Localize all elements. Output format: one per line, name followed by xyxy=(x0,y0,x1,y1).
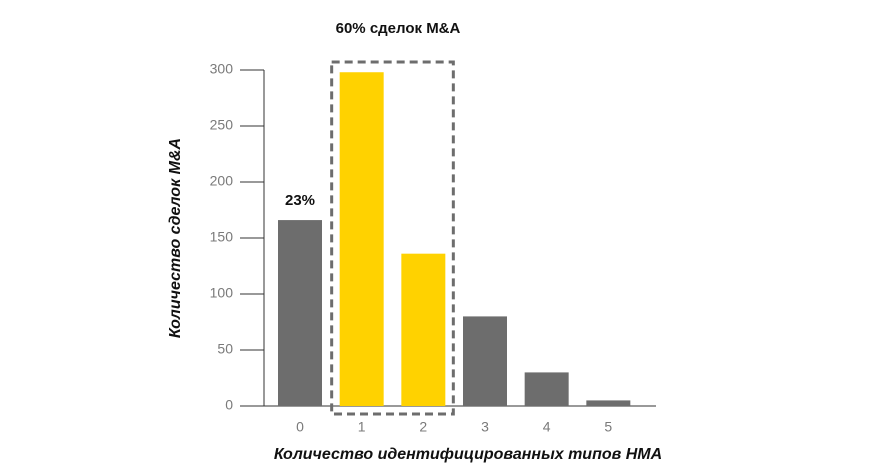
y-tick-label: 250 xyxy=(210,117,234,133)
x-tick-label: 2 xyxy=(419,419,427,435)
x-tick-label: 0 xyxy=(296,419,304,435)
bar xyxy=(586,400,631,406)
bar xyxy=(401,253,446,406)
y-axis-label: Количество сделок M&A xyxy=(167,138,184,338)
x-axis-label: Количество идентифицированных типов НМА xyxy=(274,446,662,463)
annotation: 23% xyxy=(285,192,315,209)
y-tick-label: 150 xyxy=(210,229,234,245)
y-tick-label: 200 xyxy=(210,173,234,189)
bar xyxy=(524,372,569,406)
y-tick-label: 0 xyxy=(225,397,233,413)
bar xyxy=(278,220,322,406)
bar xyxy=(463,316,507,406)
x-tick-label: 3 xyxy=(481,419,489,435)
x-tick-label: 4 xyxy=(543,419,551,435)
bar xyxy=(339,72,384,407)
x-tick-label: 1 xyxy=(358,419,366,435)
y-tick-label: 50 xyxy=(217,341,233,357)
y-tick-label: 100 xyxy=(210,285,234,301)
x-tick-label: 5 xyxy=(604,419,612,435)
highlight-box xyxy=(330,60,455,416)
y-tick-label: 300 xyxy=(210,61,234,77)
chart-title: 60% сделок M&A xyxy=(336,20,461,37)
